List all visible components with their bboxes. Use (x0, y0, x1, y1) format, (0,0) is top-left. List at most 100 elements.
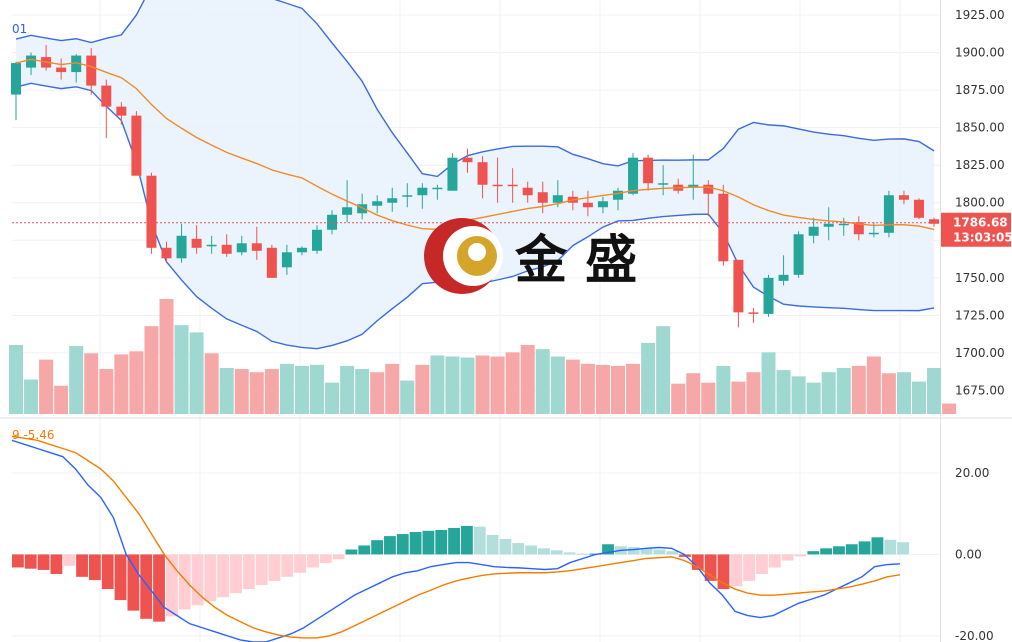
candle-body (808, 226, 819, 236)
macd-histogram-bar (307, 554, 319, 568)
macd-histogram-bar (153, 554, 165, 622)
macd-histogram-bar (294, 554, 307, 573)
macd-histogram-bar (114, 554, 127, 601)
volume-bar (54, 385, 69, 414)
volume-bar (174, 325, 189, 414)
macd-histogram-bar (384, 536, 396, 555)
candle-body (658, 183, 669, 185)
candle-body (582, 202, 593, 208)
last-price-box (941, 212, 1011, 247)
macd-histogram-bar (627, 547, 640, 555)
volume-bars (9, 299, 957, 414)
volume-bar (746, 372, 761, 414)
candle-body (537, 192, 548, 203)
candle-body (56, 67, 67, 73)
candle-body (793, 234, 804, 275)
volume-bar (565, 359, 580, 414)
price-tick-label: 1725.00 (955, 308, 1005, 322)
countdown-timer: 13:03:05 (953, 231, 1012, 245)
volume-bar (731, 381, 746, 414)
macd-histogram-bar (666, 551, 679, 555)
volume-bar (69, 346, 84, 414)
candle-body (176, 235, 187, 259)
volume-bar (159, 299, 174, 414)
macd-histogram-bar (319, 554, 332, 563)
candle-body (838, 223, 849, 226)
volume-bar (219, 368, 234, 414)
volume-bar (310, 364, 324, 414)
candle-body (266, 247, 277, 278)
candle-body (402, 195, 413, 197)
volume-bar (535, 349, 550, 414)
last-price-tag: 1786.68 13:03:05 (12, 212, 1012, 247)
macd-histogram-bar (204, 554, 217, 602)
volume-bar (355, 369, 370, 414)
candle-body (823, 223, 834, 227)
macd-histogram-bar (76, 554, 88, 577)
volume-bar (716, 365, 731, 414)
macd-histogram-bar (230, 554, 242, 594)
candle-body (613, 190, 623, 200)
volume-bar (686, 373, 701, 414)
price-tick-label: 1900.00 (955, 46, 1005, 60)
price-tick-label: 1800.00 (955, 196, 1005, 210)
macd-histogram-bar (897, 542, 909, 555)
price-axis[interactable]: 1925.00 1900.00 1875.00 1850.00 1825.00 1800.… (955, 8, 1005, 642)
candle-body (191, 238, 202, 248)
macd-histogram-bar (550, 550, 563, 555)
candle-body (432, 187, 443, 190)
macd-histogram-bar (794, 554, 807, 557)
candle-body (417, 187, 428, 196)
macd-histogram-bar (768, 554, 781, 568)
volume-bar (836, 368, 851, 414)
macd-histogram-bar (242, 554, 255, 590)
macd-histogram-bar (820, 548, 833, 555)
candle-body (161, 247, 172, 259)
candle-body (522, 187, 533, 196)
macd-histogram-bar (563, 552, 576, 555)
macd-histogram-bar (537, 548, 550, 555)
macd-histogram-bar (858, 541, 871, 555)
macd-histogram-bar (435, 529, 448, 555)
macd-histogram-bar (448, 527, 460, 555)
candle-body (312, 229, 322, 251)
macd-histogram-bar (845, 544, 858, 555)
candle-body (357, 204, 368, 214)
candle-body (71, 55, 82, 73)
candle-body (552, 195, 563, 203)
macd-histogram-bar (24, 554, 37, 569)
volume-bar (234, 369, 249, 414)
macd-histogram-bar (12, 554, 24, 568)
macd-histogram-bar (281, 554, 294, 577)
volume-bar (249, 372, 264, 414)
candle-body (507, 184, 518, 187)
candle-body (883, 195, 894, 233)
macd-legend: 9 -5.46 (12, 428, 55, 442)
macd-tick-label: 20.00 (955, 466, 989, 480)
ma-line (15, 58, 935, 231)
macd-histogram-bar (743, 554, 756, 581)
macd-legend-values: 9 -5.46 (12, 428, 55, 442)
volume-bar (866, 356, 881, 414)
logo-text: 金 盛 (514, 230, 637, 291)
candle-body (477, 162, 488, 185)
volume-bar (264, 369, 279, 414)
macd-histogram-bar (396, 534, 409, 555)
candle-body (372, 201, 383, 206)
candle-body (116, 106, 127, 116)
volume-bar (340, 365, 355, 414)
volume-bar (626, 363, 641, 414)
volume-bar (370, 372, 385, 414)
volume-bar (505, 352, 520, 414)
candle-body (387, 198, 398, 203)
volume-bar (761, 352, 776, 414)
volume-bar (445, 356, 460, 414)
macd-histogram-bar (165, 554, 178, 617)
candle-body (281, 252, 292, 268)
volume-bar (430, 355, 445, 414)
candle-body (101, 85, 112, 107)
price-tick-label: 1675.00 (955, 383, 1005, 397)
macd-histogram-bar (358, 545, 371, 555)
macd-histogram-bar (88, 554, 101, 581)
volume-bar (520, 345, 535, 414)
